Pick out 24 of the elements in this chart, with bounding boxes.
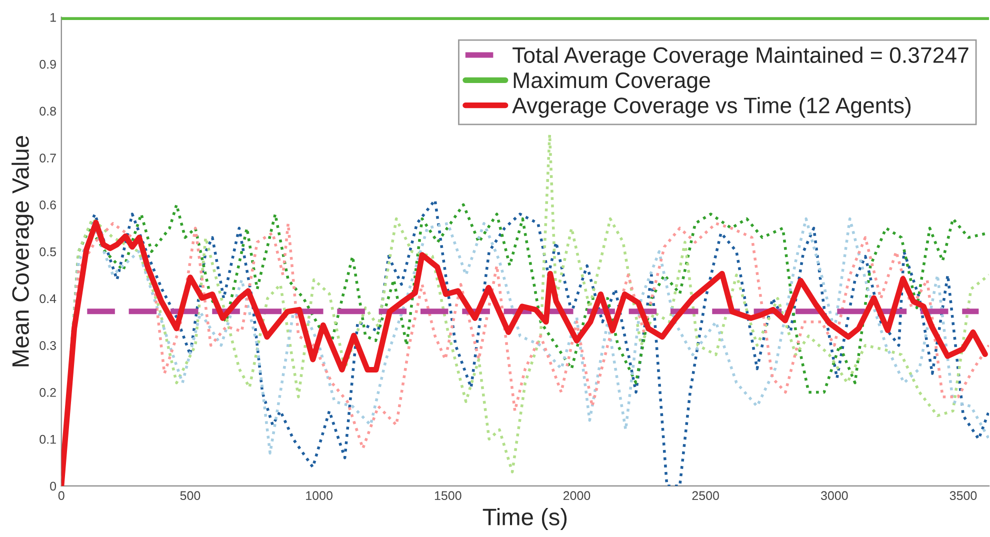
y-tick-label: 0.1: [40, 434, 56, 444]
x-tick-label: 500: [180, 491, 200, 500]
legend-label: Maximum Coverage: [514, 72, 710, 93]
y-axis-title: Mean Coverage Value: [12, 136, 34, 366]
y-tick-label: 0.6: [40, 200, 56, 210]
x-tick-label: 0: [58, 491, 64, 500]
y-tick-label: 1: [50, 13, 56, 22]
legend-label: Avgerage Coverage vs Time (12 Agents): [512, 97, 911, 118]
y-tick-label: 0.2: [40, 388, 56, 397]
y-tick-label: 0: [50, 482, 56, 491]
y-tick-label: 0.9: [40, 60, 56, 69]
y-tick-label: 0.4: [40, 294, 56, 304]
legend-label: Total Average Coverage Maintained = 0.37247: [512, 46, 968, 68]
y-tick-label: 0.3: [40, 341, 56, 350]
x-tick-label: 1000: [306, 491, 332, 500]
y-tick-label: 0.5: [40, 247, 56, 256]
y-tick-label: 0.7: [40, 154, 56, 162]
x-tick-label: 3500: [950, 491, 977, 500]
x-tick-label: 3000: [820, 491, 848, 500]
x-tick-label: 2500: [692, 491, 719, 500]
y-tick-label: 0.8: [40, 106, 56, 116]
x-axis-title: Time (s): [482, 508, 567, 530]
x-tick-label: 2000: [563, 491, 590, 500]
x-tick-label: 1500: [434, 491, 462, 500]
